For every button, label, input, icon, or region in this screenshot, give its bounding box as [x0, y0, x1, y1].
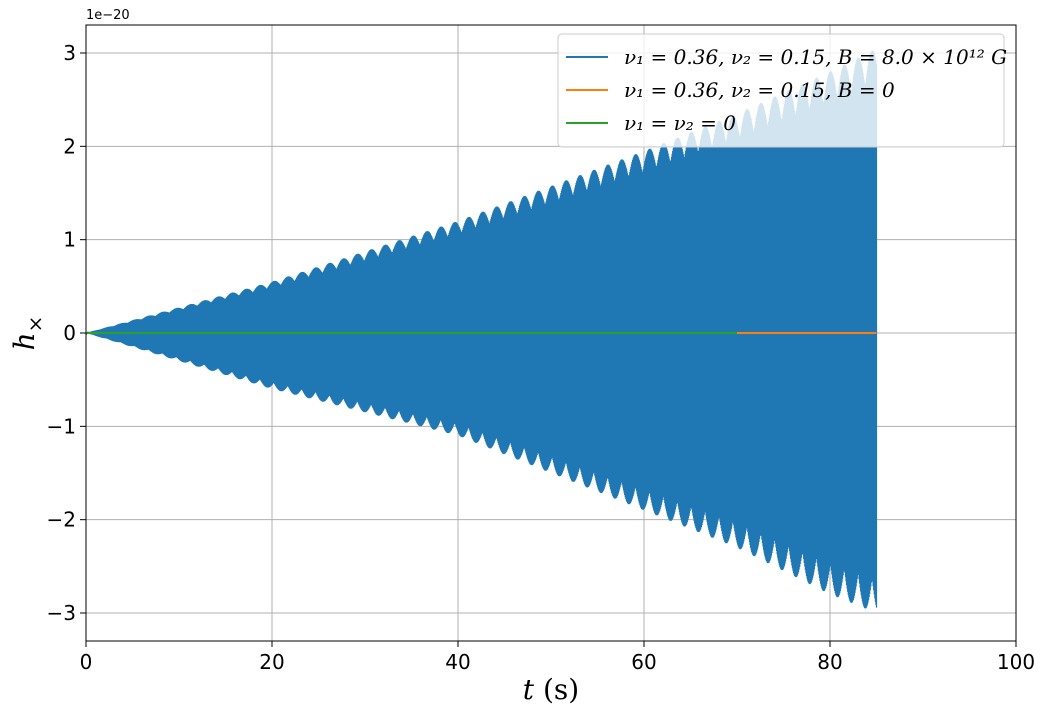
x-tick-label: 0 — [80, 650, 93, 674]
legend: ν₁ = 0.36, ν₂ = 0.15, B = 8.0 × 10¹² G ν… — [557, 33, 1007, 148]
x-tick-label: 20 — [259, 650, 284, 674]
y-tick-label: 0 — [63, 321, 76, 345]
y-axis-label: h× — [8, 316, 47, 351]
y-tick-label: 3 — [63, 41, 76, 65]
y-tick-label: 2 — [63, 134, 76, 158]
y-axis-ticks: −3 −2 −1 0 1 2 3 — [47, 41, 86, 625]
y-axis-label-var: h — [8, 332, 41, 350]
y-axis-label-sub: × — [23, 316, 47, 333]
legend-label-0: ν₁ = 0.36, ν₂ = 0.15, B = 8.0 × 10¹² G — [624, 45, 1007, 69]
y-tick-label: −2 — [47, 508, 76, 532]
series-line-0 — [85, 50, 878, 609]
x-tick-label: 60 — [631, 650, 656, 674]
y-tick-label: −1 — [47, 414, 76, 438]
x-axis-label-var: t — [523, 673, 535, 706]
x-tick-label: 80 — [817, 650, 842, 674]
legend-label-2: ν₁ = ν₂ = 0 — [624, 111, 736, 135]
x-tick-label: 40 — [445, 650, 470, 674]
y-tick-label: −3 — [47, 601, 76, 625]
legend-box — [557, 33, 1005, 148]
x-axis-label: t (s) — [523, 673, 579, 706]
y-tick-label: 1 — [63, 228, 76, 252]
plot-area — [85, 50, 878, 609]
x-axis-label-unit: (s) — [534, 673, 579, 706]
x-tick-label: 100 — [997, 650, 1035, 674]
x-axis-ticks: 0 20 40 60 80 100 — [80, 641, 1035, 674]
legend-label-1: ν₁ = 0.36, ν₂ = 0.15, B = 0 — [624, 78, 895, 102]
y-offset-text: 1e−20 — [86, 8, 130, 23]
